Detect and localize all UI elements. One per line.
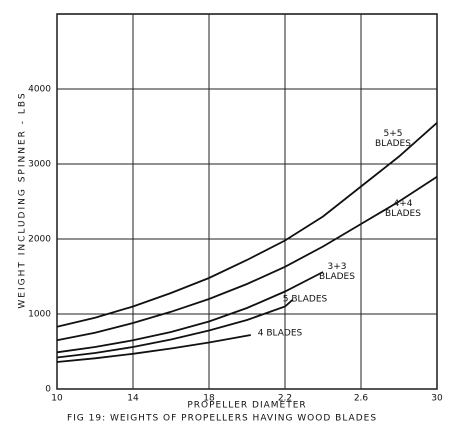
y-tick-label: 3000 (28, 160, 51, 170)
series-label: 5 BLADES (283, 295, 328, 305)
x-tick-label: 2.2 (278, 394, 292, 404)
x-tick-label: 18 (203, 394, 215, 404)
series-line (56, 334, 251, 363)
x-tick-label: 10 (51, 394, 63, 404)
y-tick-label: 1000 (28, 310, 51, 320)
series-label: 5+5 BLADES (375, 129, 411, 149)
series-label: 4+4 BLADES (385, 199, 421, 219)
plot-frame (56, 13, 438, 390)
series-line (56, 176, 438, 342)
x-axis-label: PROPELLER DIAMETER (187, 401, 306, 411)
series-label: 3+3 BLADES (319, 262, 355, 282)
y-tick-label: 0 (45, 385, 51, 395)
x-tick-label: 2.6 (354, 394, 369, 404)
y-tick-label: 2000 (28, 235, 51, 245)
y-tick-label: 4000 (28, 85, 51, 95)
series-line (56, 122, 438, 328)
series-label: 4 BLADES (258, 329, 303, 339)
series-line (56, 271, 324, 354)
x-tick-label: 30 (431, 394, 443, 404)
chart-title: FIG 19: WEIGHTS OF PROPELLERS HAVING WOO… (67, 414, 377, 424)
y-axis-label: WEIGHT INCLUDING SPINNER - LBS (18, 91, 28, 308)
x-tick-label: 14 (127, 394, 139, 404)
series-line (56, 299, 294, 359)
